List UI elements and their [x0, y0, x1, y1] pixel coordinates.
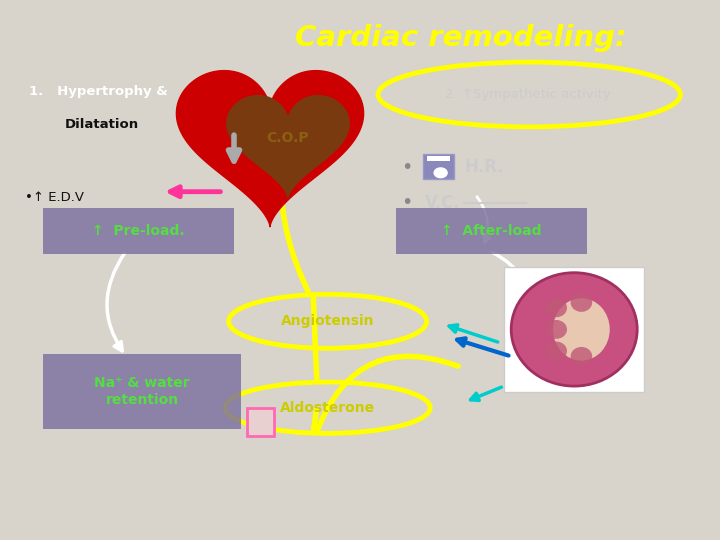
- Text: 1.   Hypertrophy &: 1. Hypertrophy &: [29, 85, 168, 98]
- Text: Na⁺ & water
retention: Na⁺ & water retention: [94, 376, 190, 407]
- Ellipse shape: [546, 342, 567, 361]
- FancyBboxPatch shape: [427, 156, 450, 161]
- Text: C.O.P: C.O.P: [266, 131, 310, 145]
- FancyBboxPatch shape: [43, 208, 234, 254]
- Text: Dilatation: Dilatation: [65, 118, 139, 131]
- Polygon shape: [227, 96, 349, 198]
- Text: Angiotensin: Angiotensin: [281, 314, 374, 328]
- Text: Aldosterone: Aldosterone: [280, 401, 375, 415]
- Text: H.R.: H.R.: [464, 158, 504, 177]
- Text: •: •: [401, 158, 413, 177]
- Text: •: •: [401, 193, 413, 212]
- Ellipse shape: [511, 273, 637, 386]
- Polygon shape: [176, 71, 364, 227]
- Text: ↑  After-load: ↑ After-load: [441, 224, 541, 238]
- FancyBboxPatch shape: [504, 267, 644, 392]
- FancyBboxPatch shape: [43, 354, 241, 429]
- Ellipse shape: [553, 298, 610, 361]
- Ellipse shape: [546, 299, 567, 318]
- Ellipse shape: [571, 347, 592, 366]
- Text: V.C.: V.C.: [425, 193, 461, 212]
- Text: 2. ↑Sympathetic activity:: 2. ↑Sympathetic activity:: [445, 88, 613, 101]
- Text: Cardiac remodeling:: Cardiac remodeling:: [295, 24, 626, 52]
- Text: ↑  Pre-load.: ↑ Pre-load.: [92, 224, 185, 238]
- Ellipse shape: [571, 293, 592, 312]
- FancyBboxPatch shape: [247, 408, 274, 436]
- Text: •↑ E.D.V: •↑ E.D.V: [25, 191, 84, 204]
- FancyBboxPatch shape: [396, 208, 587, 254]
- Ellipse shape: [546, 320, 567, 339]
- FancyBboxPatch shape: [423, 154, 454, 179]
- Circle shape: [434, 168, 447, 178]
